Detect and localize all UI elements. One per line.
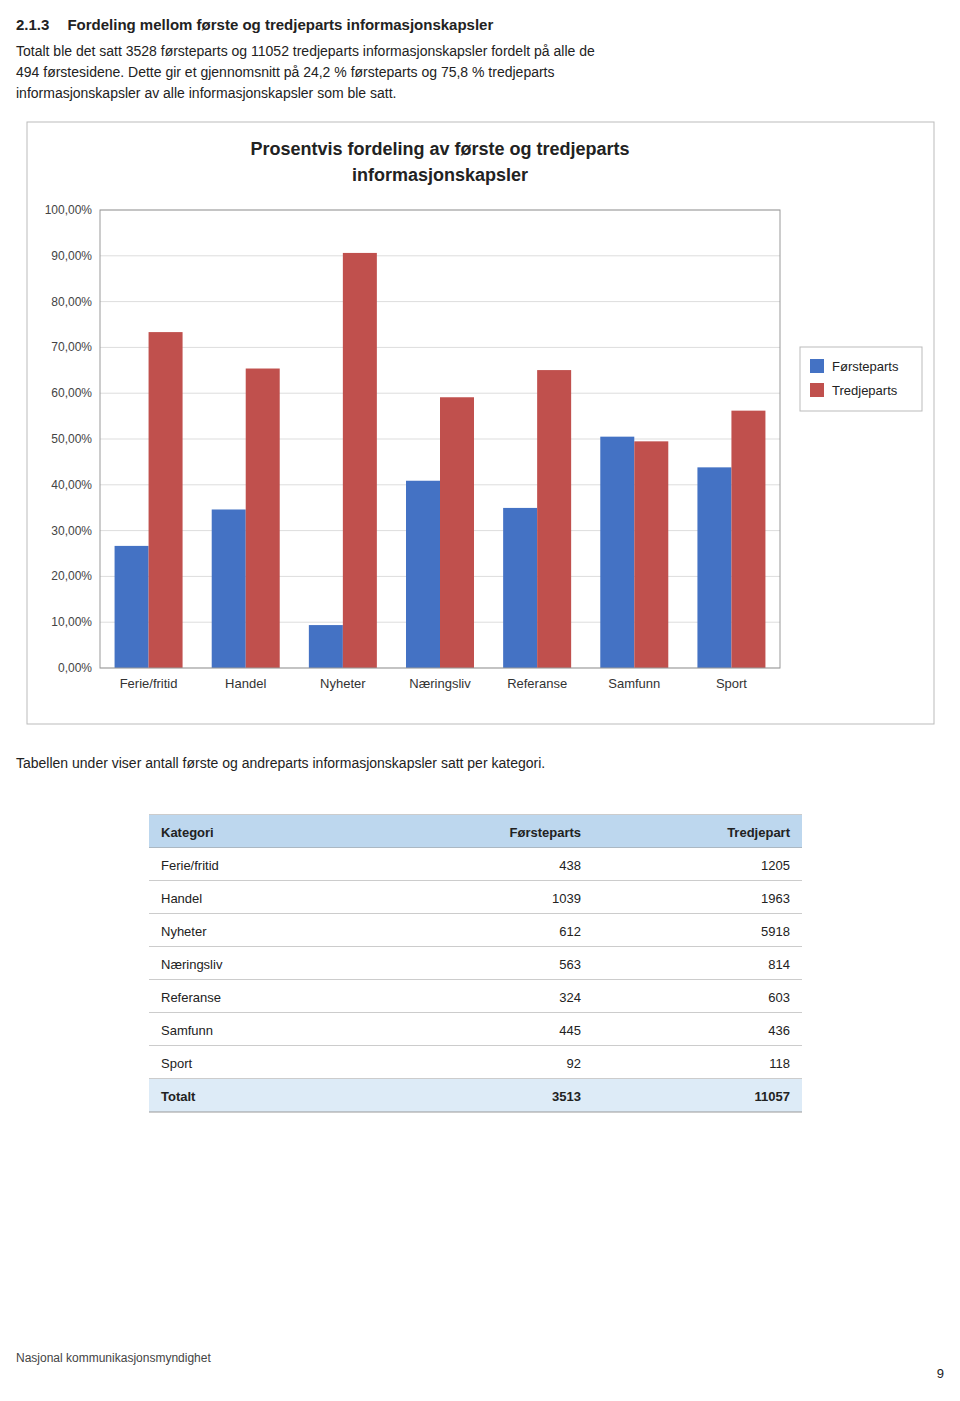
plot-frame (100, 210, 780, 668)
y-tick-label: 70,00% (51, 340, 92, 354)
y-tick-label: 80,00% (51, 295, 92, 309)
x-tick-label: Handel (225, 676, 266, 691)
table-cell: 1039 (552, 891, 581, 906)
table-cell: Nyheter (161, 924, 207, 939)
legend: Førsteparts Tredjeparts (800, 347, 922, 411)
bar (634, 441, 668, 668)
table-row (149, 1079, 802, 1112)
table-cell: 603 (768, 990, 790, 1005)
table-cell: Kategori (161, 825, 214, 840)
page: 2.1.3 Fordeling mellom første og tredjepa… (0, 0, 960, 1401)
bar (212, 509, 246, 668)
x-tick-label: Sport (716, 676, 747, 691)
chart-title: Prosentvis fordeling av første og tredje… (250, 139, 629, 185)
table-cell: Totalt (161, 1089, 196, 1104)
table-cell: Samfunn (161, 1023, 213, 1038)
bar (503, 508, 537, 668)
y-tick-label: 10,00% (51, 615, 92, 629)
table-cell: 1963 (761, 891, 790, 906)
y-tick-label: 60,00% (51, 386, 92, 400)
table-cell: 92 (567, 1056, 581, 1071)
y-tick-label: 50,00% (51, 432, 92, 446)
y-tick-label: 40,00% (51, 478, 92, 492)
table-cell: 5918 (761, 924, 790, 939)
table-row (149, 947, 802, 980)
body-text: Totalt ble det satt 3528 førsteparts og … (16, 43, 595, 59)
y-tick-label: 90,00% (51, 249, 92, 263)
table: Kategori Førsteparts Tredjepart Ferie/friti… (149, 815, 802, 1112)
footer: Nasjonal kommunikasjonsmyndighet (16, 1351, 211, 1365)
y-tick-label: 20,00% (51, 569, 92, 583)
x-tick-label: Samfunn (608, 676, 660, 691)
bar (149, 332, 183, 668)
table-cell: 118 (769, 1056, 790, 1071)
table-cell: Referanse (161, 990, 221, 1005)
bar (697, 467, 731, 668)
table-cell: Ferie/fritid (161, 858, 219, 873)
table-row (149, 815, 802, 848)
bars (115, 253, 766, 668)
table-row (149, 881, 802, 914)
table-cell: Førsteparts (510, 825, 582, 840)
table-row (149, 914, 802, 947)
grid-line (100, 301, 780, 302)
body-text: informasjonskapsler av alle informasjons… (16, 85, 397, 101)
table-row (149, 980, 802, 1013)
table-rule (149, 1112, 802, 1113)
grid-line (100, 393, 780, 394)
legend-entry: Tredjeparts (832, 383, 898, 398)
table-row (149, 1013, 802, 1046)
bar (731, 411, 765, 668)
table-cell: Handel (161, 891, 202, 906)
table-row (149, 848, 802, 881)
y-tick-label: 30,00% (51, 524, 92, 538)
table-cell: 1205 (761, 858, 790, 873)
bar (600, 437, 634, 668)
table-cell: 445 (559, 1023, 581, 1038)
legend-box (800, 347, 922, 411)
table-cell: Næringsliv (161, 957, 223, 972)
table-cell: Tredjepart (727, 825, 791, 840)
y-axis: 0,00% 10,00% 20,00% 30,00% 40,00% 50,00% 60,00… (45, 203, 780, 675)
heading-number: 2.1.3 (16, 16, 49, 33)
body-text: Tabellen under viser antall første og an… (16, 755, 545, 771)
table-cell: 438 (559, 858, 581, 873)
y-tick-label: 100,00% (45, 203, 93, 217)
legend-swatch (810, 359, 824, 373)
legend-swatch (810, 383, 824, 397)
table-cell: 436 (768, 1023, 790, 1038)
bar (309, 625, 343, 668)
grid-line (100, 347, 780, 348)
table-cell: 612 (559, 924, 581, 939)
bar (537, 370, 571, 668)
table-cell: 3513 (552, 1089, 581, 1104)
table-cell: Sport (161, 1056, 192, 1071)
x-tick-label: Ferie/fritid (120, 676, 178, 691)
chart-frame (27, 122, 934, 724)
x-tick-label: Referanse (507, 676, 567, 691)
y-tick-label: 0,00% (58, 661, 92, 675)
table-cell: 11057 (755, 1089, 790, 1104)
legend-entry: Førsteparts (832, 359, 899, 374)
bar (406, 481, 440, 668)
table-cell: 324 (559, 990, 581, 1005)
x-tick-label: Næringsliv (409, 676, 471, 691)
bar (246, 369, 280, 668)
table-cell: 814 (768, 957, 790, 972)
heading: Fordeling mellom første og tredjeparts i… (67, 16, 493, 33)
bar (343, 253, 377, 668)
table-cell: 563 (559, 957, 581, 972)
grid-line (100, 255, 780, 256)
page-number: 9 (937, 1366, 944, 1381)
x-tick-label: Nyheter (320, 676, 366, 691)
body-text: 494 førstesidene. Dette gir et gjennomsn… (16, 64, 555, 80)
bar (440, 397, 474, 668)
bar (115, 546, 149, 668)
table-row (149, 1046, 802, 1079)
